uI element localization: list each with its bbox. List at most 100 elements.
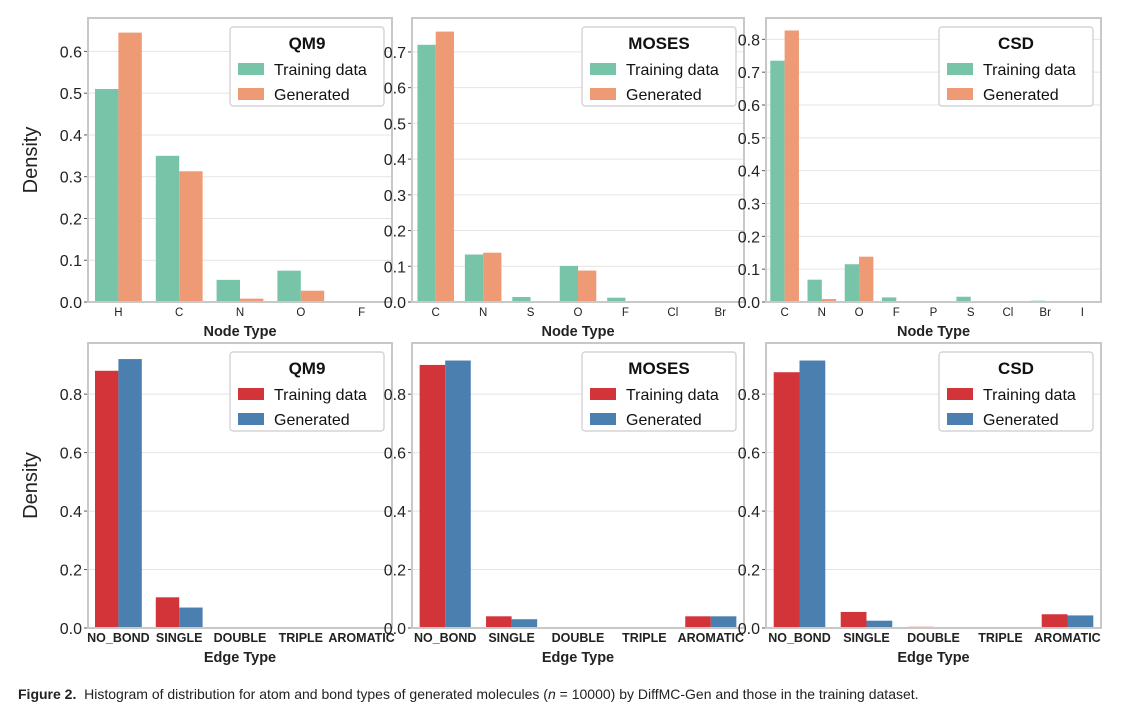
bar-n-generated [483,252,502,302]
x-axis-label: Node Type [897,324,970,340]
bar-no_bond-training [773,372,800,628]
y-tick-label: 0.6 [60,44,82,61]
bar-o-training [844,264,860,302]
y-tick-label: 0.0 [60,621,82,638]
legend-box [229,351,385,432]
caption-n-symbol: n [547,686,556,702]
x-tick-label: AROMATIC [1034,631,1100,645]
y-tick-label: 0.7 [738,65,760,82]
x-tick-label: AROMATIC [678,631,744,645]
legend-swatch-generated [947,413,973,425]
plot-frame [765,342,1102,629]
bar-o-generated [300,290,325,302]
y-tick-label: 0.3 [384,188,406,205]
bar-s-training [512,296,531,302]
bar-aromatic-training [1041,614,1068,628]
legend-box [581,351,737,432]
y-tick-label: 0.1 [384,259,406,276]
x-tick-label: F [893,307,900,319]
y-tick-label: 0.5 [60,86,82,103]
x-tick-label: O [574,307,583,319]
plot-frame [411,17,745,303]
bar-s-training [956,296,971,302]
y-tick-label: 0.2 [384,563,406,580]
y-tick-label: 0.0 [60,295,82,312]
y-tick-label: 0.4 [384,504,406,521]
bar-single-generated [179,607,203,628]
bar-n-generated [821,299,837,302]
x-tick-label: SINGLE [488,631,535,645]
caption-label: Figure 2. [18,686,77,702]
caption-text-before: Histogram of distribution for atom and b… [84,686,548,702]
x-tick-label: N [236,307,244,319]
x-axis-label: Edge Type [542,650,614,666]
bar-n-generated [240,298,264,302]
x-tick-label: O [296,307,305,319]
x-tick-label: DOUBLE [214,631,267,645]
legend-entry-training: Training data [274,62,367,79]
x-axis-label: Node Type [203,324,276,340]
x-tick-label: NO_BOND [414,631,477,645]
legend-entry-training: Training data [626,62,719,79]
legend-box [581,26,737,107]
legend-swatch-training [947,388,973,400]
bar-n-training [807,279,822,302]
legend-swatch-generated [238,88,264,100]
x-tick-label: O [855,307,864,319]
x-axis-label: Edge Type [204,650,276,666]
caption-text-after: = 10000) by DiffMC-Gen and those in the … [555,686,919,702]
y-tick-label: 0.7 [384,45,406,62]
bar-single-training [486,616,512,628]
y-axis-label: Density [20,452,42,519]
y-tick-label: 0.0 [738,295,760,312]
x-tick-label: AROMATIC [328,631,394,645]
y-tick-label: 0.3 [738,197,760,214]
bar-no_bond-training [94,370,119,628]
legend-entry-generated: Generated [983,87,1059,104]
y-tick-label: 0.8 [60,387,82,404]
x-axis-label: Edge Type [897,650,969,666]
x-tick-label: H [114,307,122,319]
x-tick-label: F [622,307,629,319]
x-tick-label: N [818,307,826,319]
legend-entry-training: Training data [274,387,367,404]
bar-single-generated [511,619,538,628]
y-tick-label: 0.8 [384,387,406,404]
bar-no_bond-generated [445,360,471,628]
bar-single-training [840,611,867,628]
bar-h-generated [118,32,142,302]
x-tick-label: C [432,307,440,319]
bar-n-training [216,279,240,302]
legend-box [938,351,1094,432]
plot-frame [87,342,393,629]
x-tick-label: DOUBLE [907,631,960,645]
legend-box [229,26,385,107]
y-tick-label: 0.4 [60,128,82,145]
x-tick-label: SINGLE [843,631,890,645]
bar-aromatic-generated [710,616,737,628]
y-tick-label: 0.4 [738,504,760,521]
x-tick-label: TRIPLE [622,631,666,645]
legend-entry-generated: Generated [274,87,350,104]
y-tick-label: 0.6 [738,446,760,463]
legend-entry-training: Training data [983,62,1076,79]
x-tick-label: Cl [667,307,678,319]
bar-no_bond-generated [799,360,826,628]
bar-single-training [155,597,180,628]
bar-o-generated [578,270,597,302]
x-tick-label: S [967,307,975,319]
y-tick-label: 0.1 [738,262,760,279]
legend-entry-generated: Generated [626,87,702,104]
plot-frame [411,342,745,629]
y-tick-label: 0.0 [738,621,760,638]
x-tick-label: N [479,307,487,319]
y-tick-label: 0.5 [384,116,406,133]
bar-o-generated [859,256,874,302]
x-tick-label: F [358,307,365,319]
legend-swatch-generated [590,88,616,100]
x-tick-label: Br [1039,307,1051,319]
y-tick-label: 0.8 [738,387,760,404]
x-tick-label: DOUBLE [552,631,605,645]
bar-f-training [881,297,897,302]
y-axis-label: Density [20,127,42,194]
